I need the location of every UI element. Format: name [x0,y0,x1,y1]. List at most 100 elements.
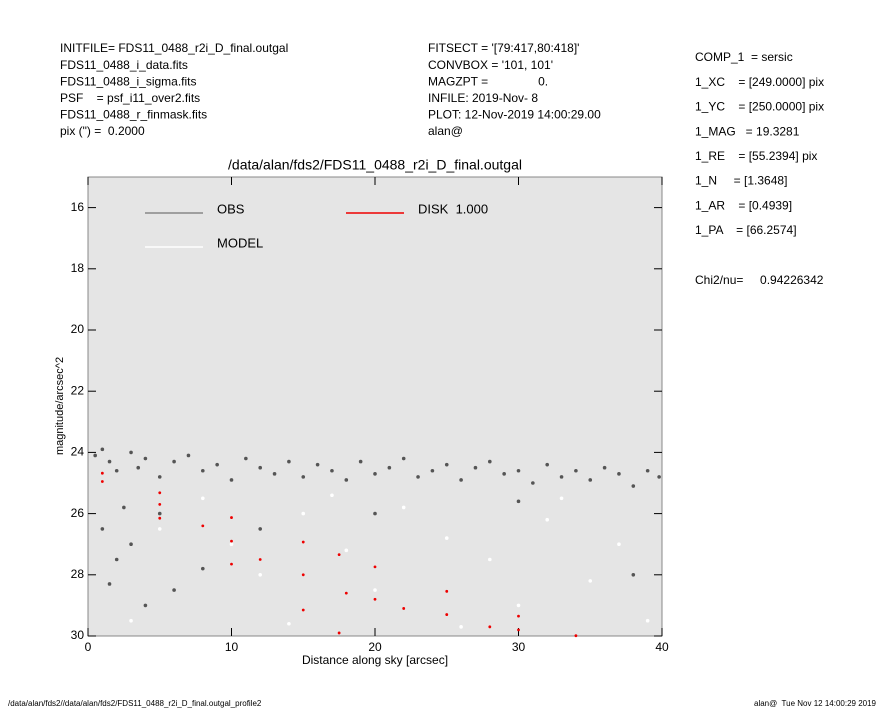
point [373,588,377,592]
point [157,475,162,479]
parameter: 1_YC = [250.0000] pix [695,100,824,114]
point [230,562,233,566]
parameter: 1_N = [1.3648] [695,174,787,188]
point [645,468,650,473]
point [136,465,141,470]
point [330,493,334,498]
point [344,548,349,553]
point [201,468,205,473]
point [301,511,306,516]
y-tick-label: 26 [71,506,85,520]
point [588,579,593,583]
y-tick-label: 28 [71,567,85,581]
point [157,527,162,531]
point [373,472,377,476]
point [301,608,305,612]
point [358,459,363,464]
point [617,472,621,476]
header-middle: CONVBOX = '101, 101' [428,58,553,72]
header-left: INITFILE= FDS11_0488_r2i_D_final.outgal [60,41,288,55]
parameter: 1_AR = [0.4939] [695,198,792,212]
header-left: FDS11_0488_r_finmask.fits [60,108,207,122]
point [230,516,233,519]
y-tick-label: 16 [71,200,85,214]
point [401,456,406,461]
point [516,603,521,608]
point [100,471,104,475]
point [617,542,621,546]
point [631,573,636,577]
point [402,607,406,610]
point [100,527,105,531]
footer-right: alan@ Tue Nov 12 14:00:29 2019 [754,699,877,708]
point [517,614,520,618]
point [129,542,133,546]
point [215,462,219,467]
point [93,453,97,458]
point [444,536,449,540]
point [488,557,492,562]
point [172,588,176,592]
point [444,462,449,467]
point [158,516,162,520]
point [502,472,506,476]
point [107,582,112,586]
chi2: Chi2/nu= 0.94226342 [695,273,824,287]
point [559,496,564,501]
header-middle: PLOT: 12-Nov-2019 14:00:29.00 [428,108,601,122]
y-tick-label: 22 [71,383,85,397]
point [387,465,392,470]
parameter: 1_PA = [66.2574] [695,223,797,237]
point [229,542,234,546]
point [186,453,191,458]
point [315,462,320,467]
point [122,505,126,510]
point [158,491,162,495]
point [301,540,305,544]
point [337,553,341,557]
point [373,511,377,516]
point [201,566,205,571]
point [445,589,449,593]
point [287,459,291,464]
point [100,447,105,452]
parameter: 1_MAG = 19.3281 [695,124,800,138]
header-middle: FITSECT = '[79:417,80:418]' [428,41,579,55]
x-tick-label: 10 [225,640,239,654]
parameter: COMP_1 = sersic [695,50,793,64]
point [516,499,521,504]
point [229,478,234,482]
point [330,468,334,473]
y-tick-label: 24 [71,445,85,459]
header-left: PSF = psf_i11_over2.fits [60,91,200,105]
point [172,459,176,464]
point [344,478,349,482]
point [373,565,377,569]
point [129,450,133,455]
point [459,478,463,482]
point [416,475,420,479]
point [401,505,406,510]
point [657,475,661,479]
point [545,517,549,522]
point [258,465,263,470]
point [459,625,463,629]
chart-title: /data/alan/fds2/FDS11_0488_r2i_D_final.o… [228,157,522,173]
point [272,472,277,476]
point [258,573,263,577]
point [107,459,112,464]
point [201,524,205,528]
point [517,628,520,632]
point [301,475,306,479]
parameter: 1_RE = [55.2394] pix [695,149,817,163]
point [100,480,104,483]
point [488,625,492,629]
point [158,503,162,506]
x-tick-label: 0 [85,640,92,654]
point [631,484,636,488]
point [559,475,564,479]
point [258,558,262,561]
point [645,618,650,623]
x-tick-label: 30 [512,640,526,654]
